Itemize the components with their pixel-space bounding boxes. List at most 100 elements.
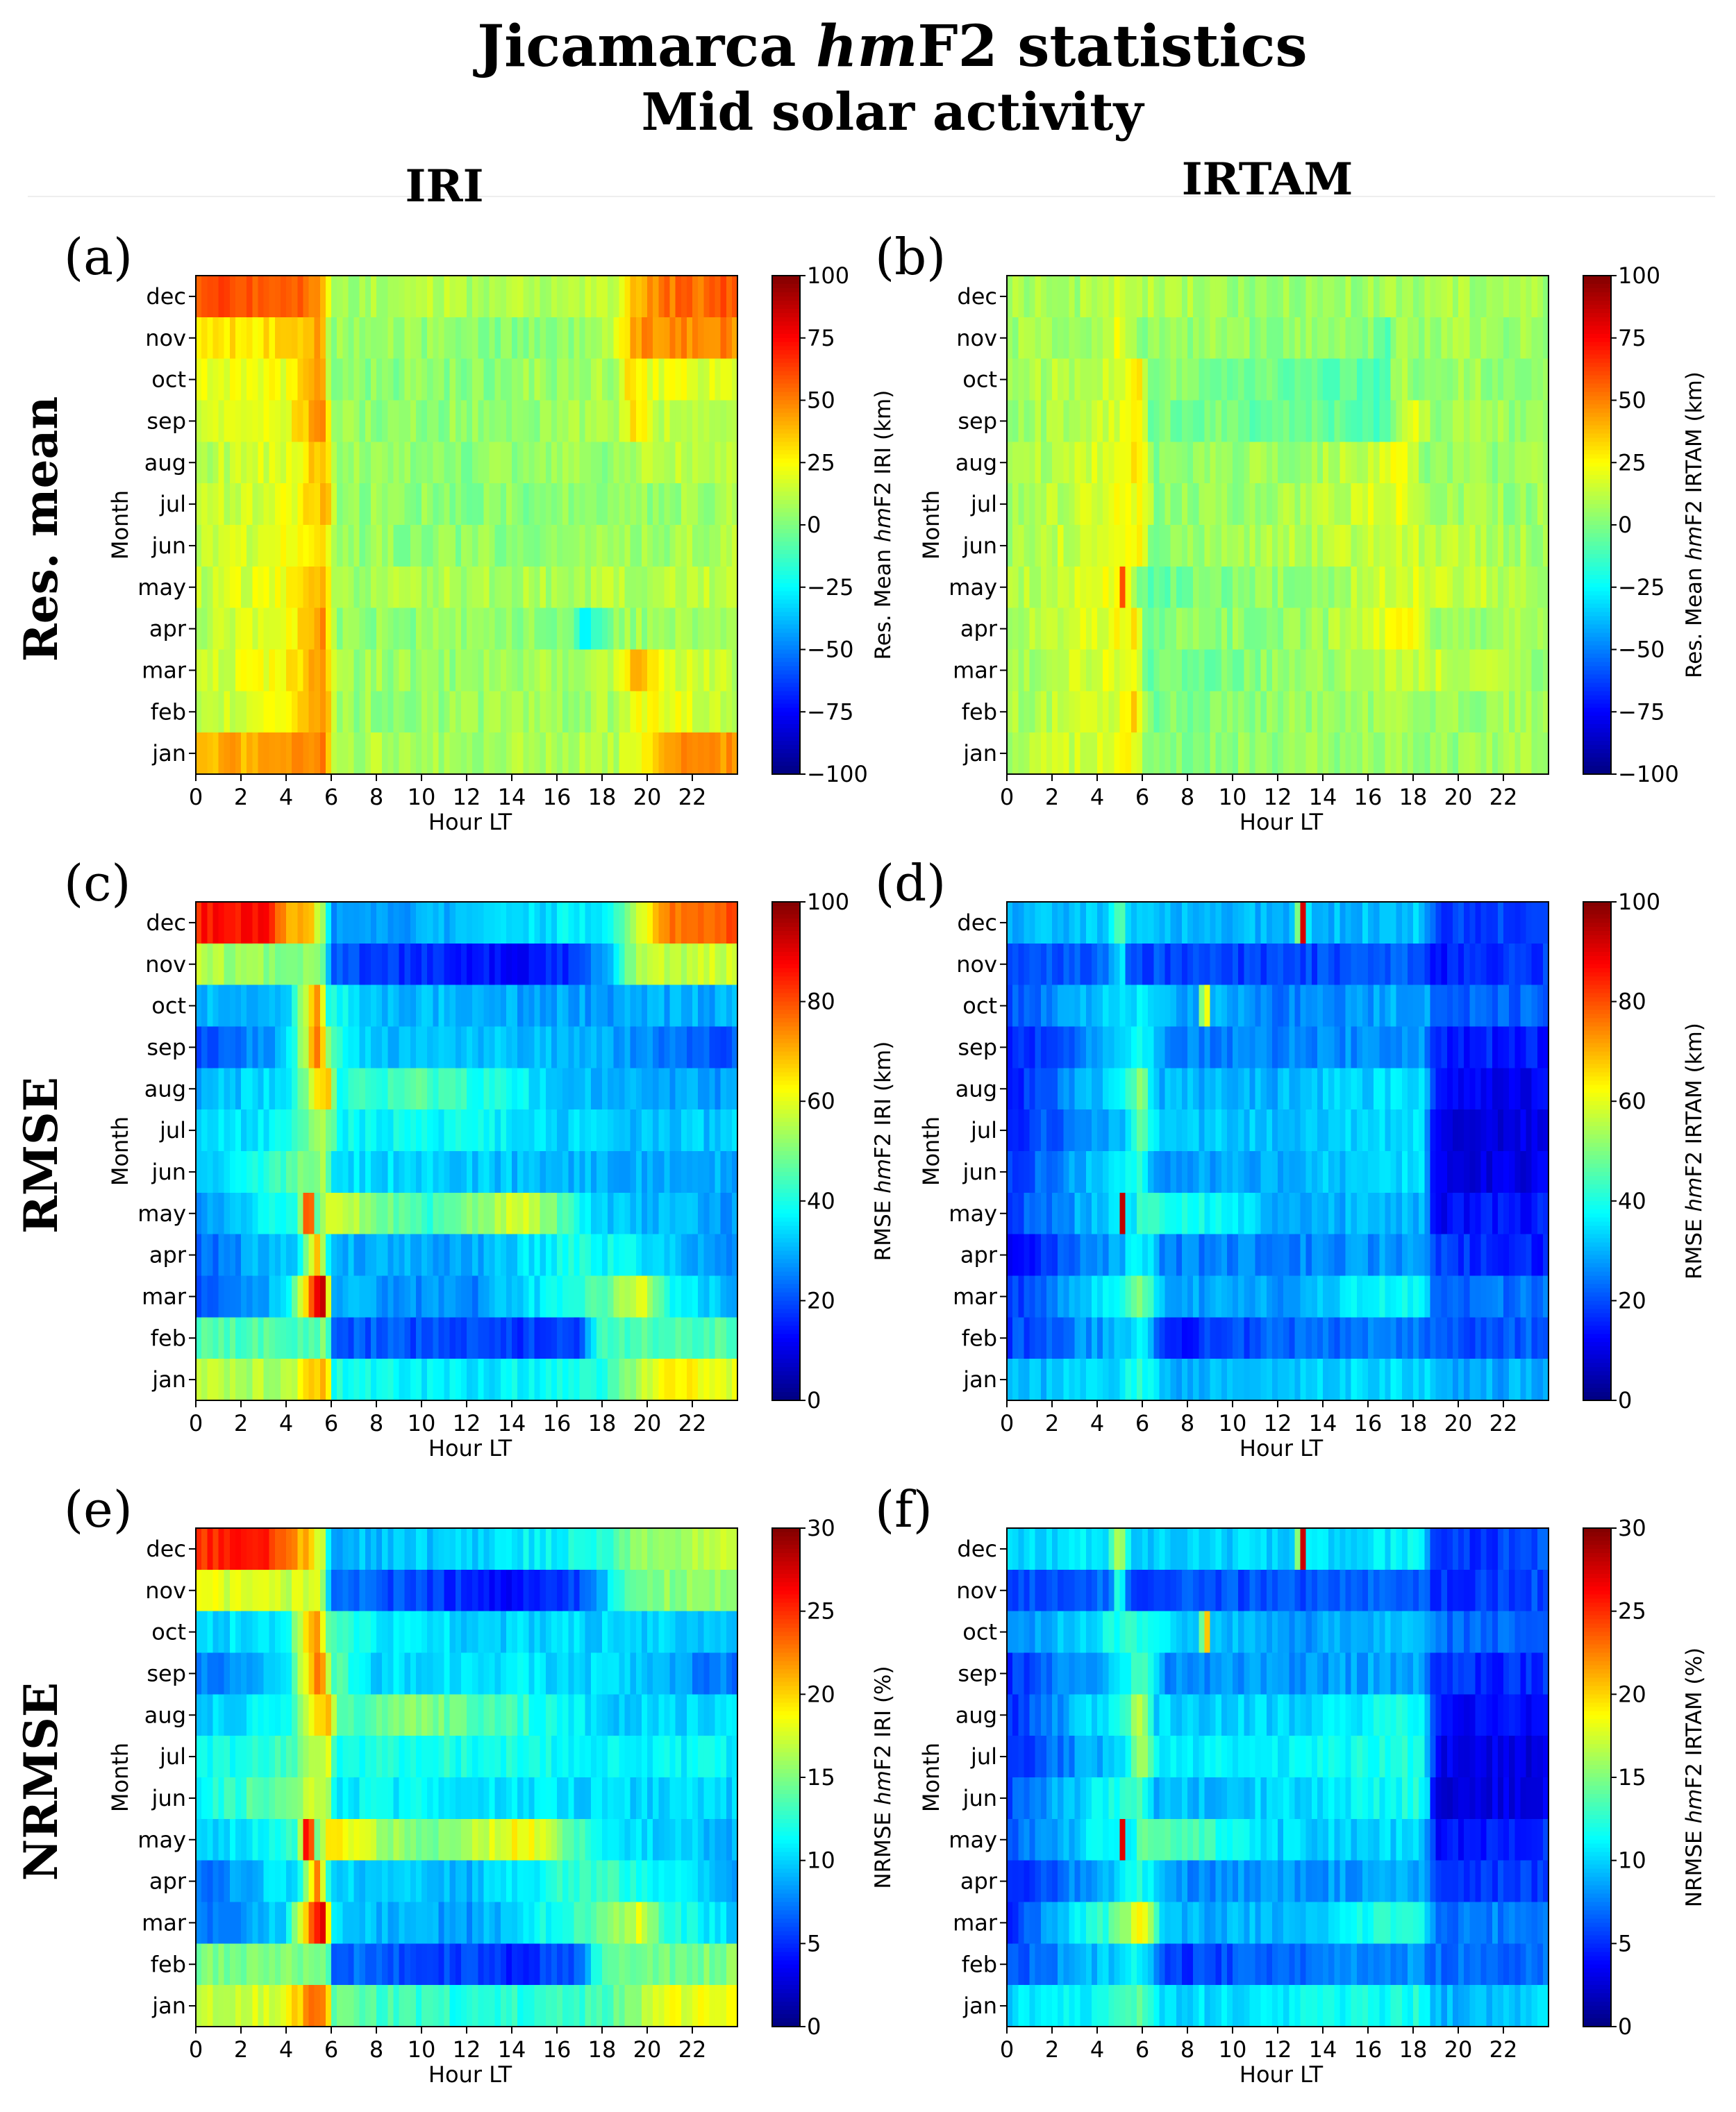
heatmap-cell [1142,1234,1149,1277]
heatmap-cell [720,525,727,567]
colorbar-step [772,1284,800,1289]
heatmap-cell [590,1359,597,1401]
heatmap-cell [415,649,422,692]
heatmap-cell [1497,732,1504,775]
heatmap-cell [1204,902,1211,944]
heatmap-cell [1091,1026,1098,1068]
heatmap-cell [1085,358,1092,401]
heatmap-cell [483,732,490,775]
heatmap-cell [410,1359,417,1401]
heatmap-cell [1503,902,1510,944]
heatmap-cell [286,902,292,944]
heatmap-cell [512,276,518,318]
heatmap-cell [653,483,659,526]
colorbar-step [772,741,800,746]
heatmap-cell [731,902,738,944]
heatmap-cell [1052,442,1058,484]
heatmap-cell [1193,1109,1199,1152]
heatmap-cell [1153,566,1160,609]
heatmap-cell [681,1026,687,1068]
heatmap-cell [1255,691,1262,733]
heatmap-cell [1114,525,1121,567]
heatmap-cell [314,483,321,526]
heatmap-cell [715,1068,721,1110]
heatmap-cell [444,691,451,733]
heatmap-cell [1187,943,1194,986]
heatmap-cell [393,649,400,692]
heatmap-cell [438,649,445,692]
heatmap-cell [196,566,202,609]
heatmap-cell [269,984,276,1028]
heatmap-cell [1153,1026,1160,1068]
heatmap-cell [590,1151,597,1193]
heatmap-cell [500,1275,507,1318]
heatmap-cell [410,442,417,484]
heatmap-cell [1199,317,1205,360]
heatmap-cell [353,984,360,1028]
heatmap-cell [1215,276,1222,318]
row-title-nrmse: NRMSE [14,1682,68,1881]
heatmap-cell [1537,607,1544,651]
heatmap-cell [1278,607,1284,651]
heatmap-cell [494,1068,501,1110]
heatmap-cell [1069,1026,1076,1068]
heatmap-cell [692,483,699,526]
heatmap-cell [460,483,467,526]
heatmap-cell [1446,1068,1453,1110]
heatmap-cell [1052,358,1058,401]
heatmap-cell [608,943,614,986]
heatmap-cell [1396,1151,1403,1193]
heatmap-cell [201,1192,208,1235]
heatmap-cell [602,566,608,609]
heatmap-cell [731,276,738,318]
heatmap-cell [331,276,337,318]
heatmap-cell [1210,483,1217,526]
heatmap-cell [1351,1234,1358,1277]
heatmap-cell [1119,943,1126,986]
heatmap-cell [1311,317,1318,360]
heatmap-cell [1289,1234,1295,1277]
heatmap-cell [1007,607,1013,651]
heatmap-cell [1289,649,1295,692]
heatmap-cell [1356,1192,1363,1235]
heatmap-cell [1159,276,1166,318]
heatmap-cell [686,732,693,775]
colorbar-step [772,467,800,472]
heatmap-cell [229,400,236,442]
heatmap-cell [726,984,733,1028]
heatmap-cell [1537,358,1544,401]
heatmap-cell [382,442,388,484]
heatmap-cell [506,1192,512,1235]
heatmap-cell [568,1234,574,1277]
heatmap-cell [1430,358,1437,401]
heatmap-cell [1537,1026,1544,1068]
colorbar-step [772,637,800,642]
heatmap-cell [506,1234,512,1277]
heatmap-cell [1260,691,1267,733]
heatmap-cell [404,607,411,651]
heatmap-cell [449,442,456,484]
heatmap-cell [512,358,518,401]
heatmap-cell [325,276,332,318]
heatmap-cell [1159,1151,1166,1193]
colorbar-step [1583,741,1611,746]
heatmap-cell [229,607,236,651]
heatmap-cell [608,442,614,484]
heatmap-cell [212,732,219,775]
heatmap-cell [280,732,287,775]
heatmap-cell [1097,358,1103,401]
heatmap-cell [1526,607,1533,651]
heatmap-cell [1085,1275,1092,1318]
heatmap-cell [1226,902,1233,944]
heatmap-cell [1469,1151,1476,1193]
heatmap-cell [1480,483,1487,526]
heatmap-cell [658,902,665,944]
heatmap-cell [410,483,417,526]
heatmap-cell [263,1275,270,1318]
heatmap-cell [1114,1234,1121,1277]
colorbar-label-part: F2 IRI (km) [871,390,896,508]
heatmap-cell [1435,1192,1442,1235]
heatmap-cell [1029,525,1036,567]
heatmap-cell [365,1151,372,1193]
heatmap-cell [1480,442,1487,484]
